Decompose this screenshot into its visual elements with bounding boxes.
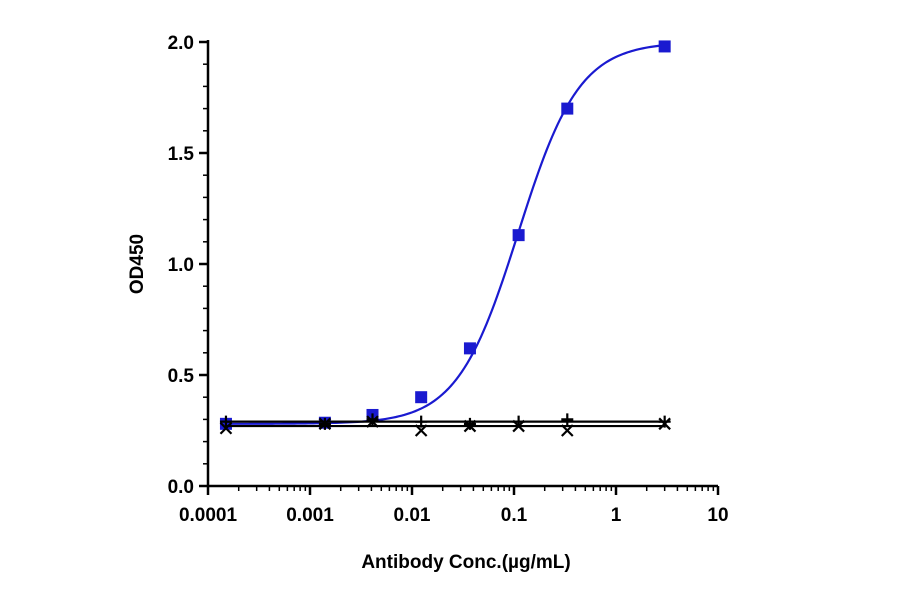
y-tick-label: 0.0 [168, 477, 194, 498]
series-layer [219, 40, 671, 437]
data-point [561, 102, 574, 115]
y-tick-label: 1.5 [168, 144, 195, 165]
x-tick-label: 0.0001 [179, 505, 238, 526]
x-tick-label: 1 [611, 505, 622, 526]
data-point [561, 413, 574, 426]
fit-curve [225, 44, 665, 425]
data-point [366, 415, 379, 428]
data-point [512, 419, 525, 433]
series-2 [219, 413, 671, 430]
y-axis-title: OD450 [127, 234, 148, 294]
data-point [463, 419, 477, 433]
series-3 [219, 415, 671, 437]
x-axis-title: Antibody Conc.(µg/mL) [361, 552, 570, 573]
data-point [318, 417, 332, 431]
data-point [512, 229, 525, 242]
y-tick-label: 1.0 [168, 255, 194, 276]
data-point [463, 342, 476, 355]
data-point [463, 417, 476, 430]
data-point [415, 391, 428, 404]
axes: 0.0001 0.001 0.01 0.1 1 10 0.0 0.5 1.0 1.5 2.0 [168, 33, 729, 526]
x-tick-label: 10 [707, 505, 728, 526]
series-1 [219, 40, 671, 430]
data-point [219, 422, 233, 435]
x-tick-label: 0.001 [286, 505, 334, 526]
data-point [366, 413, 379, 426]
y-tick-label: 0.5 [168, 366, 195, 387]
data-point [658, 417, 671, 431]
data-point [658, 40, 671, 53]
data-point [561, 424, 574, 437]
data-point [414, 424, 428, 437]
y-tick-label: 2.0 [168, 33, 194, 54]
x-tick-label: 0.1 [501, 505, 528, 526]
x-tick-label: 0.01 [394, 505, 431, 526]
